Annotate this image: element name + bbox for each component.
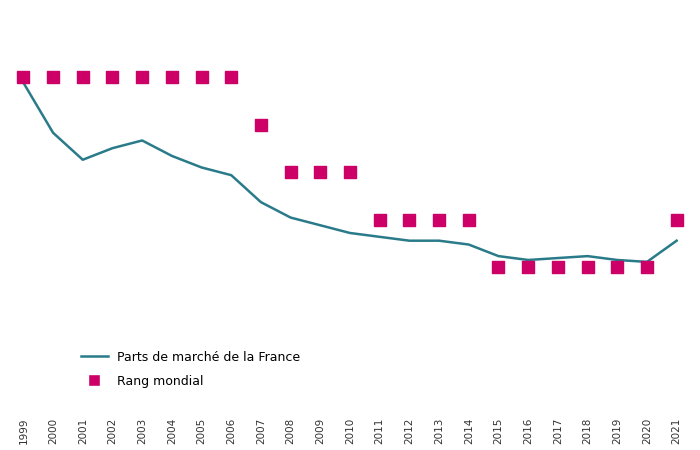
Point [285, 169, 296, 176]
Point [433, 216, 444, 224]
Legend: Parts de marché de la France, Rang mondial: Parts de marché de la France, Rang mondi… [80, 351, 300, 388]
Point [523, 264, 534, 271]
Point [641, 264, 652, 271]
Point [196, 73, 207, 81]
Point [48, 73, 59, 81]
Point [107, 73, 118, 81]
Point [225, 73, 237, 81]
Point [18, 73, 29, 81]
Point [404, 216, 415, 224]
Point [256, 121, 267, 128]
Point [671, 216, 682, 224]
Point [612, 264, 623, 271]
Point [344, 169, 356, 176]
Point [136, 73, 148, 81]
Point [582, 264, 593, 271]
Point [166, 73, 177, 81]
Point [315, 169, 326, 176]
Point [552, 264, 564, 271]
Point [463, 216, 475, 224]
Point [77, 73, 88, 81]
Point [374, 216, 385, 224]
Point [493, 264, 504, 271]
